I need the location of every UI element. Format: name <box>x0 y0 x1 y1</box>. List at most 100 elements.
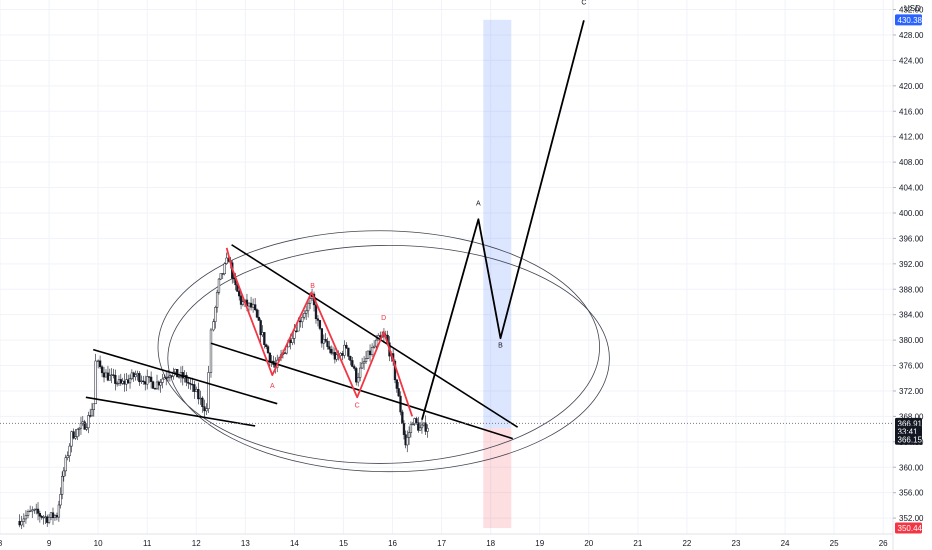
candle <box>318 320 322 331</box>
y-tick-label: 356.00 <box>899 489 924 498</box>
candle <box>92 403 95 417</box>
x-tick-label: 12 <box>192 539 201 548</box>
candle <box>212 318 215 332</box>
candle <box>38 510 42 523</box>
wave-drawings[interactable] <box>225 20 585 420</box>
candle <box>303 309 306 320</box>
candle <box>136 370 139 381</box>
candle <box>203 399 206 417</box>
y-tick-label: 408.00 <box>899 158 924 167</box>
candle <box>49 512 53 521</box>
candle <box>76 428 79 441</box>
time-axis-ticks: 8 9 10 11 12 13 14 15 16 17 18 19 20 21 22 23 24 25 26 <box>0 539 888 548</box>
candle <box>144 375 147 391</box>
y-tick-label: 376.00 <box>899 362 924 371</box>
candle <box>98 355 102 369</box>
candle <box>372 340 376 349</box>
candle <box>35 503 38 515</box>
candlestick-series <box>18 252 429 530</box>
candle <box>42 514 45 525</box>
candle <box>28 505 32 513</box>
x-tick-label: 11 <box>143 539 152 548</box>
candle <box>53 514 57 521</box>
x-tick-label: 25 <box>830 539 839 548</box>
candle <box>251 298 255 313</box>
candle <box>197 382 200 405</box>
y-tick-label: 416.00 <box>899 107 924 116</box>
candle <box>193 380 196 399</box>
candle <box>96 359 100 369</box>
y-tick-label: 380.00 <box>899 336 924 345</box>
candle <box>426 424 429 438</box>
candle <box>221 273 224 280</box>
candle <box>263 332 266 349</box>
currency-label[interactable]: USD <box>904 4 921 13</box>
candle <box>85 423 88 432</box>
candle <box>104 369 108 378</box>
price-badge-label: 33:41 <box>898 427 919 436</box>
candle <box>106 365 110 382</box>
candle <box>322 334 325 350</box>
candle <box>205 403 208 415</box>
candle <box>157 380 161 391</box>
y-tick-label: 396.00 <box>899 234 924 243</box>
red-wave-path[interactable] <box>225 247 414 417</box>
ellipse-shape[interactable] <box>157 230 600 464</box>
candle <box>66 451 69 461</box>
wave-label: C <box>355 402 360 409</box>
profit-zone[interactable] <box>483 19 512 429</box>
wave-label: B <box>498 343 503 350</box>
candle <box>123 373 126 392</box>
candle <box>415 416 418 425</box>
candle <box>112 368 115 379</box>
candle <box>413 417 416 426</box>
candle <box>362 356 366 370</box>
candle <box>201 396 204 413</box>
candle <box>36 502 40 521</box>
candle <box>345 342 348 349</box>
trend-line[interactable] <box>231 244 519 428</box>
x-tick-label: 10 <box>94 539 103 548</box>
x-tick-label: 24 <box>781 539 790 548</box>
candle <box>33 508 36 514</box>
candle <box>409 421 413 438</box>
candle <box>46 514 49 527</box>
y-tick-label: 412.00 <box>899 133 924 142</box>
x-tick-label: 22 <box>682 539 691 548</box>
x-tick-label: 20 <box>584 539 593 548</box>
trend-line[interactable] <box>92 348 278 405</box>
ellipse-drawings[interactable] <box>157 230 610 473</box>
candle <box>87 411 90 434</box>
trend-line[interactable] <box>85 396 256 427</box>
candle <box>358 362 362 382</box>
candle <box>238 289 241 301</box>
candle <box>255 308 259 319</box>
wave-label: A <box>476 200 481 207</box>
stop-zone[interactable] <box>483 428 512 529</box>
candle <box>239 294 243 310</box>
candle <box>57 500 61 522</box>
candle <box>68 443 71 462</box>
candle <box>283 352 287 354</box>
candle <box>138 371 141 386</box>
candle <box>411 421 414 426</box>
trend-line[interactable] <box>210 342 513 440</box>
long-position-zone[interactable] <box>483 19 512 529</box>
candle <box>219 273 222 281</box>
y-tick-label: 360.00 <box>899 463 924 472</box>
price-axis[interactable]: USD <box>892 0 932 550</box>
projection-path[interactable] <box>421 20 585 420</box>
trend-line-drawings[interactable] <box>85 244 519 440</box>
x-tick-label: 26 <box>879 539 888 548</box>
candle <box>261 325 264 337</box>
candle <box>64 454 67 477</box>
candle <box>83 419 86 430</box>
ellipse-shape[interactable] <box>167 244 610 473</box>
candle <box>125 373 128 392</box>
candle <box>364 350 368 364</box>
candle <box>351 356 354 368</box>
candle <box>195 386 198 393</box>
x-tick-label: 14 <box>290 539 299 548</box>
x-tick-label: 9 <box>47 539 52 548</box>
